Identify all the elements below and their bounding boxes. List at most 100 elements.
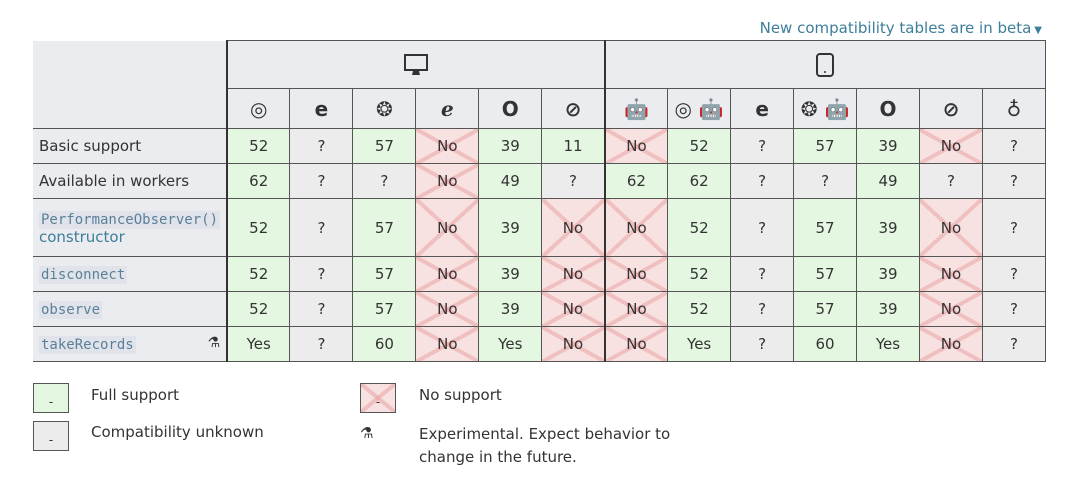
firefox-icon: ❂ [376, 96, 393, 121]
support-cell[interactable]: Yes [667, 326, 732, 362]
support-cell[interactable]: Yes [856, 326, 920, 362]
support-cell[interactable]: 57 [352, 256, 417, 292]
support-cell[interactable]: No [603, 291, 669, 327]
support-cell[interactable]: No [603, 198, 669, 257]
support-cell[interactable]: 39 [478, 291, 543, 327]
support-cell[interactable]: 57 [793, 256, 858, 292]
support-cell[interactable]: 62 [226, 163, 291, 199]
support-cell[interactable]: No [541, 198, 606, 257]
support-cell[interactable]: ? [289, 256, 354, 292]
support-cell[interactable]: ? [981, 163, 1047, 199]
support-cell[interactable]: ? [730, 326, 795, 362]
support-cell[interactable]: ? [289, 163, 354, 199]
support-cell[interactable]: ? [730, 198, 795, 257]
support-cell[interactable]: 39 [478, 128, 543, 164]
support-cell[interactable]: 39 [856, 291, 920, 327]
support-cell[interactable]: 49 [478, 163, 543, 199]
support-cell[interactable]: 57 [352, 291, 417, 327]
support-cell[interactable]: 52 [226, 256, 291, 292]
support-cell[interactable]: No [415, 163, 480, 199]
support-cell[interactable]: 52 [667, 291, 732, 327]
support-value: 39 [500, 300, 520, 318]
support-value: 39 [878, 137, 898, 155]
support-cell[interactable]: No [918, 291, 983, 327]
support-cell[interactable]: 57 [352, 198, 417, 257]
caret-down-icon: ▼ [1034, 25, 1042, 36]
support-cell[interactable]: No [415, 326, 480, 362]
support-cell[interactable]: 39 [856, 198, 920, 257]
beta-tables-link[interactable]: New compatibility tables are in beta ▼ [760, 19, 1042, 37]
support-cell[interactable]: ? [541, 163, 606, 199]
support-cell[interactable]: 52 [226, 128, 291, 164]
support-cell[interactable]: 39 [478, 256, 543, 292]
support-cell[interactable]: ? [730, 128, 795, 164]
support-cell[interactable]: 62 [603, 163, 669, 199]
feature-link[interactable]: takeRecords [39, 336, 136, 354]
support-cell[interactable]: ? [289, 198, 354, 257]
support-cell[interactable]: ? [981, 326, 1047, 362]
support-value: 49 [500, 172, 520, 190]
table-row: takeRecords ⚗ Yes? 60 No Yes No No Yes? 60 Yes No? [33, 326, 1047, 362]
support-cell[interactable]: No [415, 291, 480, 327]
feature-link[interactable]: disconnect [39, 266, 128, 284]
support-value: No [562, 300, 584, 318]
support-cell[interactable]: ? [289, 291, 354, 327]
support-cell[interactable]: ? [981, 291, 1047, 327]
support-cell[interactable]: 49 [856, 163, 920, 199]
support-cell[interactable]: No [541, 256, 606, 292]
support-value: 57 [374, 265, 394, 283]
feature-link[interactable]: PerformanceObserver() [39, 210, 221, 229]
support-cell[interactable]: 62 [667, 163, 732, 199]
support-value: ? [317, 300, 326, 318]
browser-header: 🤖 [603, 88, 669, 129]
legend-unknown-swatch: - [33, 421, 69, 451]
support-cell[interactable]: No [918, 128, 983, 164]
feature-link[interactable]: observe [39, 301, 103, 319]
support-value: 52 [249, 265, 269, 283]
support-cell[interactable]: 39 [478, 198, 543, 257]
support-cell[interactable]: ? [352, 163, 417, 199]
support-cell[interactable]: Yes [226, 326, 291, 362]
support-cell[interactable]: 57 [352, 128, 417, 164]
support-cell[interactable]: 52 [226, 291, 291, 327]
support-cell[interactable]: No [541, 291, 606, 327]
support-cell[interactable]: No [918, 198, 983, 257]
support-cell[interactable]: ? [289, 128, 354, 164]
support-cell[interactable]: 52 [667, 128, 732, 164]
support-cell[interactable]: ? [730, 163, 795, 199]
support-cell[interactable]: No [918, 256, 983, 292]
support-cell[interactable]: 57 [793, 128, 858, 164]
support-cell[interactable]: No [541, 326, 606, 362]
support-cell[interactable]: 52 [226, 198, 291, 257]
support-cell[interactable]: No [415, 128, 480, 164]
ie-icon: ℯ [440, 96, 454, 121]
tablet-icon [816, 52, 835, 77]
support-cell[interactable]: ? [981, 256, 1047, 292]
support-value: 49 [878, 172, 898, 190]
support-value: 52 [689, 218, 709, 237]
support-cell[interactable]: ? [289, 326, 354, 362]
support-cell[interactable]: ? [981, 128, 1047, 164]
feature-name: Basic support [33, 128, 228, 164]
support-cell[interactable]: 60 [793, 326, 858, 362]
support-cell[interactable]: ? [730, 256, 795, 292]
support-cell[interactable]: 57 [793, 291, 858, 327]
support-cell[interactable]: ? [918, 163, 983, 199]
support-cell[interactable]: ? [730, 291, 795, 327]
support-cell[interactable]: ? [793, 163, 858, 199]
support-cell[interactable]: 39 [856, 256, 920, 292]
support-cell[interactable]: 60 [352, 326, 417, 362]
support-cell[interactable]: Yes [478, 326, 543, 362]
support-cell[interactable]: 52 [667, 198, 732, 257]
support-cell[interactable]: 52 [667, 256, 732, 292]
support-cell[interactable]: No [603, 256, 669, 292]
support-cell[interactable]: No [415, 198, 480, 257]
support-cell[interactable]: ? [981, 198, 1047, 257]
support-cell[interactable]: 57 [793, 198, 858, 257]
support-cell[interactable]: 11 [541, 128, 606, 164]
support-cell[interactable]: 39 [856, 128, 920, 164]
support-cell[interactable]: No [603, 326, 669, 362]
support-cell[interactable]: No [603, 128, 669, 164]
support-cell[interactable]: No [918, 326, 983, 362]
support-cell[interactable]: No [415, 256, 480, 292]
